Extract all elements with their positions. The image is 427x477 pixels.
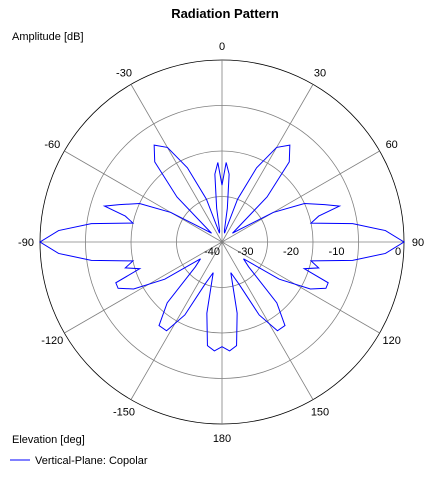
radial-axis-label: Amplitude [dB]: [12, 31, 84, 43]
angle-tick-label: 120: [383, 335, 401, 347]
series-trace: [39, 144, 405, 352]
chart-title: Radiation Pattern: [171, 6, 279, 21]
grid-spoke: [64, 150, 223, 243]
tick-labels: 0 30 60 90 120 150 180 -150 -120 -90 -60 -30 -40 -30 -…: [18, 41, 424, 445]
radial-tick-label: -40: [204, 246, 220, 258]
radial-tick-label: -30: [238, 246, 254, 258]
radial-tick-label: -10: [329, 246, 345, 258]
grid-spoke: [130, 241, 223, 400]
angle-tick-label: -60: [44, 139, 60, 151]
grid-spoke: [221, 241, 380, 334]
trace-layer: [39, 144, 405, 352]
angle-tick-label: 180: [213, 433, 231, 445]
angle-tick-label: 60: [386, 139, 398, 151]
legend-label: Vertical-Plane: Copolar: [35, 455, 148, 467]
polar-grid: [39, 59, 405, 425]
angle-tick-label: -30: [116, 67, 132, 79]
angle-tick-label: -90: [18, 237, 34, 249]
angle-tick-label: 150: [311, 407, 329, 419]
legend: Vertical-Plane: Copolar: [10, 455, 148, 467]
radial-tick-label: -20: [283, 246, 299, 258]
angle-tick-label: -120: [41, 335, 63, 347]
grid-spoke: [221, 84, 314, 243]
angle-tick-label: 0: [219, 41, 225, 53]
angle-tick-label: -150: [113, 407, 135, 419]
angle-tick-label: 30: [314, 67, 326, 79]
grid-spoke: [64, 241, 223, 334]
angle-tick-label: 90: [412, 237, 424, 249]
radial-tick-label: 0: [395, 246, 401, 258]
grid-spoke: [130, 84, 223, 243]
grid-spoke: [221, 241, 314, 400]
angular-axis-label: Elevation [deg]: [12, 434, 85, 446]
grid-spoke: [221, 150, 380, 243]
